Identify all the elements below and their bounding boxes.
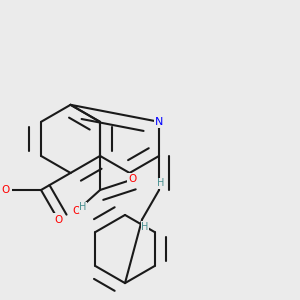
Text: O: O — [54, 214, 62, 224]
Text: H: H — [141, 222, 149, 232]
Text: O: O — [72, 206, 80, 216]
Text: N: N — [155, 117, 163, 127]
Text: H: H — [79, 202, 87, 212]
Text: O: O — [3, 184, 11, 194]
Text: O: O — [128, 175, 136, 184]
Text: H: H — [157, 178, 164, 188]
Text: O: O — [1, 185, 10, 195]
